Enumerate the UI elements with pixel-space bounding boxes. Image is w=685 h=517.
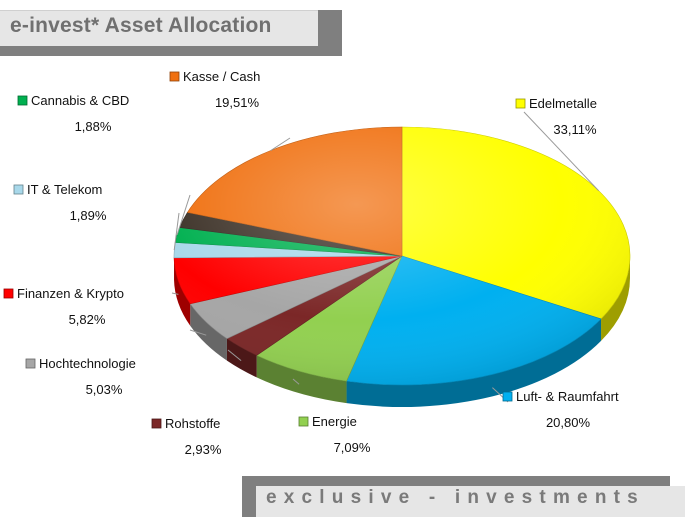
leader-line-kasse-cash xyxy=(270,137,291,151)
label-value-it-telekom: 1,89% xyxy=(70,208,107,223)
leader-line-cannabis-cbd xyxy=(176,194,191,236)
legend-swatch-rohstoffe xyxy=(151,418,162,429)
label-value-energie: 7,09% xyxy=(334,440,371,455)
leader-line-it-telekom xyxy=(173,212,180,251)
footer-shadow-left xyxy=(242,476,256,517)
legend-swatch-hochtechnologie xyxy=(25,358,36,369)
slice-side-0 xyxy=(601,256,630,341)
pie-gloss xyxy=(174,127,630,385)
slice-side-5 xyxy=(174,257,191,326)
footer-shadow xyxy=(242,476,670,486)
label-name-it-telekom: IT & Telekom xyxy=(27,182,102,197)
footer-banner: exclusive - investments xyxy=(256,486,685,517)
leader-line-edelmetalle xyxy=(523,111,599,192)
title-bar xyxy=(0,10,318,47)
label-name-luft-raumfahrt: Luft- & Raumfahrt xyxy=(516,389,619,404)
legend-swatch-energie xyxy=(298,416,309,427)
legend-swatch-edelmetalle xyxy=(515,98,526,109)
slice-side-3 xyxy=(226,338,257,378)
leader-line-finanzen-krypto xyxy=(171,292,179,295)
label-name-energie: Energie xyxy=(312,414,357,429)
label-name-kasse-cash: Kasse / Cash xyxy=(183,69,260,84)
legend-swatch-finanzen-krypto xyxy=(3,288,14,299)
leader-line-hochtechnologie xyxy=(189,329,207,336)
pie-labels: Edelmetalle 33,11% Luft- & Raumfahrt 20,80%… xyxy=(3,69,619,457)
label-name-cannabis-cbd: Cannabis & CBD xyxy=(31,93,129,108)
title-shadow-bottom xyxy=(0,46,342,56)
label-name-edelmetalle: Edelmetalle xyxy=(529,96,597,111)
label-value-edelmetalle: 33,11% xyxy=(553,122,597,137)
legend-swatch-luft-raumfahrt xyxy=(502,391,513,402)
label-value-kasse-cash: 19,51% xyxy=(215,95,260,110)
pie-top xyxy=(173,126,631,386)
leader-line-rohstoffe xyxy=(227,349,242,361)
label-name-rohstoffe: Rohstoffe xyxy=(165,416,220,431)
leader-line-energie xyxy=(292,378,300,385)
page-title: e-invest* Asset Allocation xyxy=(10,14,272,37)
label-value-hochtechnologie: 5,03% xyxy=(86,382,123,397)
legend-swatch-it-telekom xyxy=(13,184,24,195)
slice-side-2 xyxy=(256,355,347,404)
label-value-cannabis-cbd: 1,88% xyxy=(75,119,112,134)
label-value-rohstoffe: 2,93% xyxy=(185,442,222,457)
label-name-finanzen-krypto: Finanzen & Krypto xyxy=(17,286,124,301)
label-value-luft-raumfahrt: 20,80% xyxy=(546,415,591,430)
slice-side-4 xyxy=(190,303,227,361)
legend-swatch-kasse-cash xyxy=(169,71,180,82)
label-value-finanzen-krypto: 5,82% xyxy=(69,312,106,327)
footer-slogan: exclusive - investments xyxy=(266,487,645,508)
label-name-hochtechnologie: Hochtechnologie xyxy=(39,356,136,371)
legend-swatch-cannabis-cbd xyxy=(17,95,28,106)
title-banner: e-invest* Asset Allocation xyxy=(0,0,342,56)
